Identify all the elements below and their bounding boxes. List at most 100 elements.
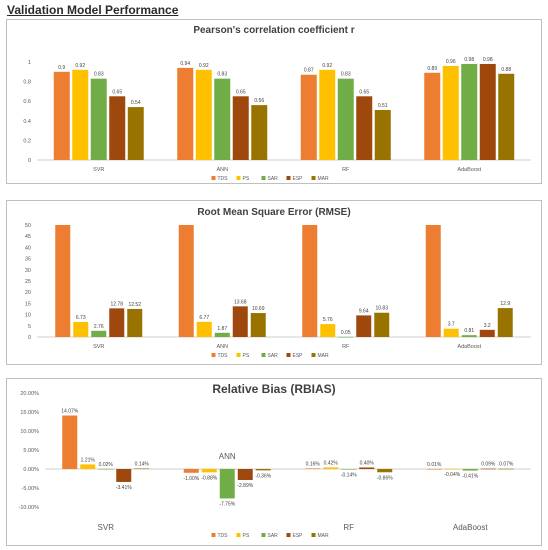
y-tick-label: 35 bbox=[25, 257, 31, 263]
legend-swatch-esp bbox=[286, 353, 291, 357]
legend-swatch-ps bbox=[236, 533, 241, 537]
data-label: -0.86% bbox=[377, 475, 393, 481]
data-label: 3.2 bbox=[484, 323, 491, 329]
data-label: 0.92 bbox=[322, 63, 332, 69]
bar-mar-adaboost bbox=[498, 73, 515, 160]
rmse-chart: Root Mean Square Error (RMSE) 0 5 10 15 20 25 3… bbox=[25, 207, 531, 359]
rbias-chart: Relative Bias (RBIAS) -10.00% -5.00% 0.00% 5… bbox=[19, 382, 531, 539]
legend-label-esp: ESP bbox=[293, 176, 304, 182]
legend-swatch-esp bbox=[286, 176, 291, 180]
data-label: 0.96 bbox=[446, 59, 456, 65]
category-label-ann: ANN bbox=[216, 344, 228, 350]
data-label: 6.77 bbox=[199, 315, 209, 321]
bar-sar-svr bbox=[91, 330, 107, 337]
y-tick-label: 15.00% bbox=[20, 410, 39, 416]
legend-label-ps: PS bbox=[243, 353, 250, 359]
bar-mar-svr bbox=[127, 107, 144, 160]
data-label: 0.87 bbox=[304, 68, 314, 74]
data-label: 0.42% bbox=[324, 460, 339, 466]
bar-tds-adaboost bbox=[424, 72, 441, 160]
data-label: 9.64 bbox=[359, 308, 369, 314]
bar-esp-svr bbox=[109, 96, 126, 160]
y-tick-label: 25 bbox=[25, 279, 31, 285]
bar-ps-rf bbox=[319, 69, 336, 160]
data-label: 3.7 bbox=[448, 322, 455, 328]
bar-tds-ann bbox=[177, 67, 194, 160]
data-label: 0.89 bbox=[427, 66, 437, 72]
data-label: 12.9 bbox=[500, 301, 510, 307]
legend-label-mar: MAR bbox=[318, 533, 330, 539]
bar-tds-ann bbox=[178, 225, 194, 337]
data-label: 0.05 bbox=[341, 330, 351, 336]
data-label: 0.98 bbox=[464, 57, 474, 63]
y-tick-label: -5.00% bbox=[22, 486, 40, 492]
bar-tds-svr bbox=[53, 71, 70, 160]
data-label: -3.41% bbox=[116, 485, 132, 491]
legend-label-esp: ESP bbox=[293, 353, 304, 359]
data-label: 13.68 bbox=[234, 299, 247, 305]
bar-sar-adaboost bbox=[461, 335, 477, 337]
data-label: 0.65 bbox=[236, 89, 246, 95]
bar-esp-svr bbox=[109, 308, 125, 337]
data-label: 0.92 bbox=[199, 63, 209, 69]
category-label-rf: RF bbox=[342, 167, 350, 173]
bar-tds-rf bbox=[302, 225, 318, 337]
y-tick-label: 5 bbox=[28, 324, 31, 330]
bar-sar-ann bbox=[214, 78, 231, 160]
y-tick-label: 0.6 bbox=[23, 99, 31, 105]
data-label: 0.83 bbox=[341, 72, 351, 78]
bar-mar-ann bbox=[250, 313, 266, 337]
bar-sar-ann bbox=[214, 332, 230, 337]
chart-panel-pearson-r: Pearson's correlation coefficient r 0 0.2 0… bbox=[6, 19, 542, 184]
data-label: 0.14% bbox=[135, 461, 150, 467]
legend-label-esp: ESP bbox=[293, 533, 304, 539]
bar-mar-ann bbox=[255, 469, 271, 471]
bar-tds-rf bbox=[300, 74, 317, 160]
bar-sar-adaboost bbox=[462, 469, 478, 471]
data-label: 0.16% bbox=[306, 461, 321, 467]
legend-swatch-ps bbox=[236, 353, 241, 357]
chart-title: Relative Bias (RBIAS) bbox=[212, 382, 335, 396]
y-tick-label: 50 bbox=[25, 223, 31, 229]
y-tick-label: 20 bbox=[25, 290, 31, 296]
bar-tds-adaboost bbox=[425, 225, 441, 337]
data-label: 0.09% bbox=[481, 462, 496, 468]
y-tick-label: 0.00% bbox=[23, 467, 39, 473]
chart-title: Pearson's correlation coefficient r bbox=[193, 25, 354, 36]
y-tick-label: 20.00% bbox=[20, 391, 39, 397]
data-label: 0.83 bbox=[217, 72, 227, 78]
y-tick-label: 0 bbox=[28, 158, 31, 164]
legend-swatch-tds bbox=[211, 176, 216, 180]
data-label: -0.36% bbox=[255, 473, 271, 479]
bar-mar-rf bbox=[374, 312, 390, 337]
data-label: 0.83 bbox=[94, 72, 104, 78]
bar-ps-ann bbox=[196, 321, 212, 337]
y-tick-label: 1 bbox=[28, 60, 31, 66]
data-label: 12.78 bbox=[110, 301, 123, 307]
data-label: 0.40% bbox=[360, 460, 375, 466]
data-label: 0.07% bbox=[499, 462, 514, 468]
chart-title: Root Mean Square Error (RMSE) bbox=[197, 207, 350, 218]
data-label: 0.94 bbox=[180, 61, 190, 67]
data-label: 0.92 bbox=[75, 63, 85, 69]
data-label: -0.04% bbox=[444, 472, 460, 478]
bar-mar-svr bbox=[134, 468, 150, 470]
legend-label-ps: PS bbox=[243, 176, 250, 182]
y-tick-label: 10.00% bbox=[20, 429, 39, 435]
bar-esp-ann bbox=[232, 96, 249, 160]
legend-swatch-esp bbox=[286, 533, 291, 537]
bar-ps-adaboost bbox=[443, 328, 459, 337]
bar-ps-svr bbox=[73, 321, 89, 337]
data-label: 0.65 bbox=[112, 89, 122, 95]
data-label: 0.56 bbox=[254, 98, 264, 104]
bar-esp-svr bbox=[116, 469, 132, 482]
bar-esp-rf bbox=[356, 315, 372, 337]
bar-esp-ann bbox=[237, 469, 253, 480]
bar-sar-rf bbox=[337, 78, 354, 160]
y-tick-label: -10.00% bbox=[19, 505, 40, 511]
bar-mar-adaboost bbox=[497, 308, 513, 337]
bar-ps-adaboost bbox=[442, 65, 459, 160]
category-label-ann: ANN bbox=[219, 452, 236, 461]
legend-label-tds: TDS bbox=[218, 533, 229, 539]
category-label-ann: ANN bbox=[216, 167, 228, 173]
